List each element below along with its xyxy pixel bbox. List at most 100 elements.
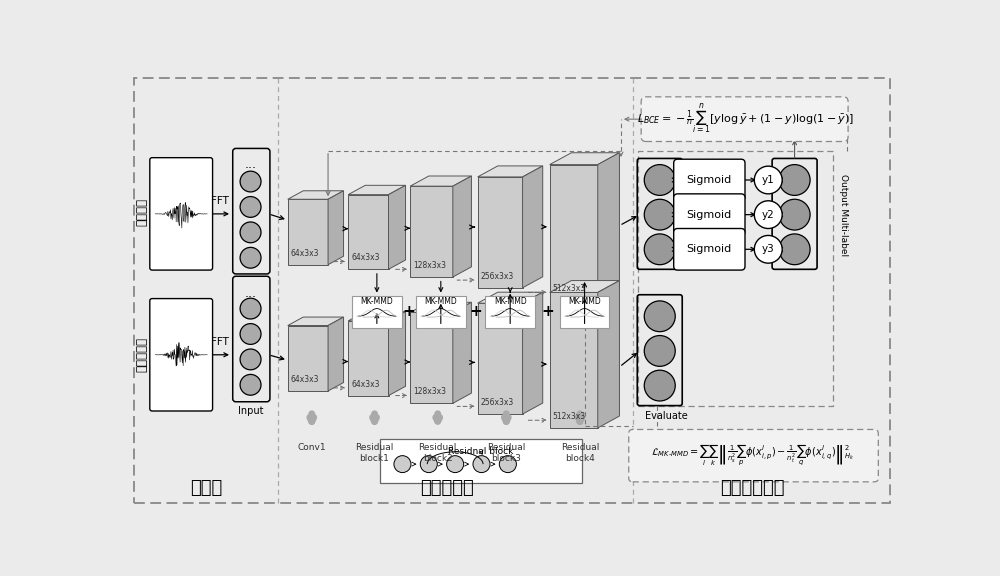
Polygon shape [288, 317, 344, 325]
Circle shape [420, 456, 437, 472]
Polygon shape [478, 166, 543, 177]
Polygon shape [478, 177, 523, 288]
Polygon shape [410, 312, 453, 403]
Polygon shape [328, 317, 344, 391]
Circle shape [754, 236, 782, 263]
Text: y1: y1 [762, 175, 775, 185]
Text: 256x3x3: 256x3x3 [481, 272, 514, 281]
FancyBboxPatch shape [641, 97, 848, 142]
Polygon shape [550, 165, 598, 300]
Polygon shape [388, 312, 406, 396]
Text: 64x3x3: 64x3x3 [291, 249, 319, 258]
Polygon shape [453, 176, 471, 277]
Text: +: + [541, 304, 554, 319]
Text: Residnal block: Residnal block [448, 447, 514, 456]
FancyBboxPatch shape [380, 439, 582, 483]
Polygon shape [328, 191, 344, 265]
Polygon shape [523, 292, 543, 414]
Circle shape [779, 234, 810, 265]
Circle shape [447, 456, 464, 472]
Text: 64x3x3: 64x3x3 [291, 375, 319, 384]
Circle shape [240, 222, 261, 242]
Text: 源域信号: 源域信号 [136, 198, 149, 226]
Polygon shape [288, 199, 328, 265]
Text: 512x3x3: 512x3x3 [553, 284, 586, 293]
Circle shape [644, 370, 675, 401]
FancyBboxPatch shape [416, 295, 466, 328]
Polygon shape [410, 302, 471, 312]
Circle shape [644, 301, 675, 332]
Polygon shape [550, 281, 619, 293]
Text: $\mathcal{L}_{MK\text{-}MMD}=\sum_{l}\sum_{k}\left\|\frac{1}{n_s^2}\sum_{p}\phi(: $\mathcal{L}_{MK\text{-}MMD}=\sum_{l}\su… [651, 443, 854, 468]
Circle shape [499, 456, 516, 472]
Circle shape [473, 456, 490, 472]
Circle shape [644, 234, 675, 265]
Text: 预处理: 预处理 [190, 479, 222, 497]
Circle shape [240, 349, 261, 370]
FancyBboxPatch shape [674, 159, 745, 201]
Circle shape [240, 247, 261, 268]
Text: Residual
block2: Residual block2 [419, 444, 457, 463]
Circle shape [240, 324, 261, 344]
Text: FFT: FFT [211, 196, 228, 206]
Text: Sigmoid: Sigmoid [687, 175, 732, 185]
Text: Residual
block4: Residual block4 [561, 444, 599, 463]
Polygon shape [348, 195, 388, 270]
Text: 目标域信号: 目标域信号 [136, 338, 149, 372]
Polygon shape [523, 166, 543, 288]
Text: MK-MMD: MK-MMD [568, 297, 601, 306]
Text: Sigmoid: Sigmoid [687, 244, 732, 254]
FancyBboxPatch shape [150, 158, 213, 270]
Polygon shape [388, 185, 406, 270]
Circle shape [240, 298, 261, 319]
Text: MK-MMD: MK-MMD [494, 297, 527, 306]
Polygon shape [453, 302, 471, 403]
Text: ...: ... [245, 287, 257, 300]
Text: Evaluate: Evaluate [645, 411, 687, 421]
Polygon shape [410, 186, 453, 277]
Polygon shape [410, 176, 471, 186]
Text: 128x3x3: 128x3x3 [413, 388, 446, 396]
Circle shape [779, 165, 810, 195]
Polygon shape [288, 325, 328, 391]
Polygon shape [348, 321, 388, 396]
Text: Sigmoid: Sigmoid [687, 210, 732, 219]
Circle shape [240, 171, 261, 192]
Text: 256x3x3: 256x3x3 [481, 398, 514, 407]
Circle shape [754, 201, 782, 229]
Circle shape [394, 456, 411, 472]
Text: 64x3x3: 64x3x3 [351, 253, 380, 263]
Circle shape [644, 199, 675, 230]
FancyBboxPatch shape [150, 298, 213, 411]
Circle shape [240, 196, 261, 217]
Polygon shape [348, 185, 406, 195]
Text: MK-MMD: MK-MMD [424, 297, 457, 306]
FancyBboxPatch shape [352, 295, 402, 328]
Text: 64x3x3: 64x3x3 [351, 380, 380, 389]
Text: FFT: FFT [211, 337, 228, 347]
FancyBboxPatch shape [485, 295, 535, 328]
FancyBboxPatch shape [674, 194, 745, 236]
Text: MK-MMD: MK-MMD [360, 297, 393, 306]
Circle shape [240, 374, 261, 395]
Text: +: + [402, 304, 415, 319]
Text: y3: y3 [762, 244, 775, 254]
FancyBboxPatch shape [134, 78, 890, 503]
Text: 512x3x3: 512x3x3 [553, 412, 586, 421]
Polygon shape [348, 312, 406, 321]
Text: 特征提取器: 特征提取器 [420, 479, 474, 497]
Text: +: + [469, 304, 482, 319]
Text: 128x3x3: 128x3x3 [413, 261, 446, 270]
Polygon shape [550, 293, 598, 428]
Text: Output Multi-label: Output Multi-label [839, 173, 848, 256]
Polygon shape [598, 153, 619, 300]
Text: Residual
block1: Residual block1 [355, 444, 394, 463]
Text: Residual
block3: Residual block3 [487, 444, 525, 463]
Polygon shape [550, 153, 619, 165]
Text: $L_{BCE}=-\frac{1}{n}\sum_{i=1}^{n}[y\log\bar{y}+(1-y)\log(1-\bar{y})]$: $L_{BCE}=-\frac{1}{n}\sum_{i=1}^{n}[y\lo… [637, 102, 853, 137]
Circle shape [644, 165, 675, 195]
Circle shape [779, 199, 810, 230]
Polygon shape [478, 303, 523, 414]
Polygon shape [288, 191, 344, 199]
Text: Input: Input [238, 406, 263, 416]
